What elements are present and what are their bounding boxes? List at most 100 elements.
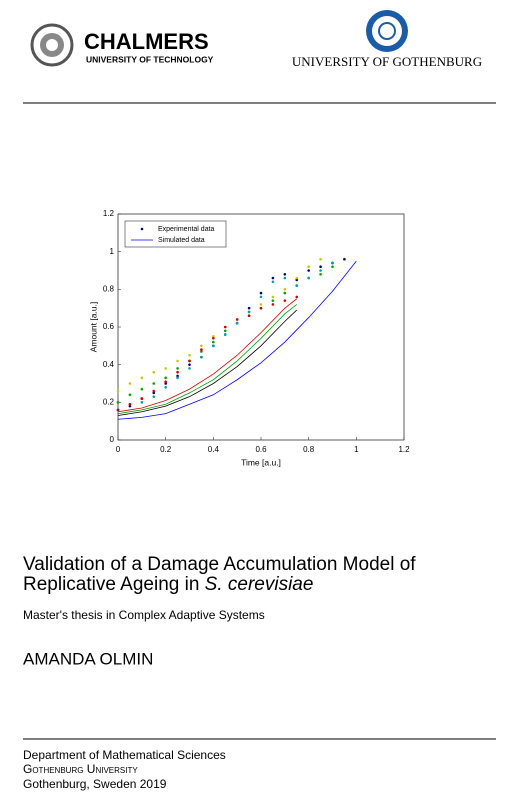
data-point (164, 385, 167, 389)
data-point (235, 321, 239, 325)
data-point (247, 310, 251, 314)
data-point (307, 276, 310, 280)
data-point (271, 303, 275, 306)
data-point (283, 291, 287, 295)
data-point (307, 265, 310, 269)
data-point (152, 370, 156, 374)
data-point (283, 272, 287, 276)
data-point (200, 355, 203, 359)
data-point (200, 348, 203, 351)
x-tick-label: 0.4 (208, 445, 220, 454)
data-point (259, 291, 263, 295)
data-point (128, 393, 132, 397)
y-tick-label: 1 (110, 247, 115, 256)
data-point (331, 261, 334, 265)
y-tick-label: 0.8 (103, 284, 115, 293)
data-point (331, 265, 334, 269)
data-point (212, 344, 215, 348)
data-point (164, 380, 167, 383)
data-point (200, 344, 203, 348)
data-point (295, 295, 299, 299)
simulated-line (117, 298, 297, 413)
data-point (176, 370, 179, 374)
logo-name: UNIVERSITY OF GOTHENBURG (292, 54, 482, 69)
data-point (212, 337, 215, 340)
data-point (140, 387, 144, 391)
data-point (295, 276, 299, 280)
data-point (188, 359, 191, 363)
plot-area (117, 213, 405, 441)
x-tick-label: 0.6 (255, 445, 267, 454)
y-axis-label: Amount [a.u.] (88, 302, 98, 353)
data-point (140, 401, 144, 404)
data-point (319, 265, 322, 269)
simulated-line (117, 309, 298, 416)
data-point (271, 295, 275, 299)
data-point (200, 350, 203, 353)
logo-subtitle: UNIVERSITY OF TECHNOLOGY (86, 54, 214, 64)
data-point (295, 284, 299, 287)
legend-swatch (140, 227, 144, 231)
species: S. cerevisiae (205, 574, 314, 595)
y-tick-label: 0.6 (103, 322, 115, 331)
x-tick-label: 0 (116, 445, 121, 454)
data-point (152, 391, 156, 395)
data-point (223, 333, 227, 336)
data-point (128, 382, 132, 385)
data-point (271, 280, 275, 284)
data-point (283, 288, 287, 291)
data-point (343, 257, 346, 261)
data-point (259, 295, 263, 299)
legend-label: Experimental data (158, 226, 215, 233)
data-point (295, 278, 299, 282)
data-point (188, 363, 191, 366)
university: Gothenburg University (23, 762, 138, 776)
x-tick-label: 0.2 (160, 445, 172, 454)
author: AMANDA OLMIN (23, 649, 153, 668)
data-point (283, 276, 287, 280)
data-point (235, 318, 239, 321)
x-axis-label: Time [a.u.] (241, 457, 281, 467)
data-point (176, 359, 179, 363)
data-point (176, 376, 179, 380)
data-point (212, 335, 215, 338)
data-point (116, 408, 120, 412)
subtitle: Master's thesis in Complex Adaptive Syst… (23, 608, 265, 622)
gothenburg-emblem (366, 10, 408, 52)
data-point (152, 382, 156, 385)
chalmers-logo (30, 23, 74, 67)
data-point (152, 395, 156, 398)
data-point (116, 389, 120, 393)
data-point (164, 367, 167, 370)
data-point (307, 269, 310, 272)
data-point (319, 269, 322, 272)
title-line: Replicative Ageing in S. cerevisiae (23, 574, 313, 595)
data-point (140, 397, 144, 400)
logo-name: CHALMERS (84, 29, 209, 54)
data-point (176, 367, 179, 370)
y-tick-label: 0 (110, 435, 115, 444)
legend-label: Simulated data (158, 237, 205, 244)
data-point (116, 401, 120, 404)
y-tick-label: 1.2 (103, 209, 115, 218)
y-tick-label: 0.2 (103, 397, 115, 406)
legend-box (124, 220, 227, 248)
data-point (319, 257, 322, 261)
data-point (212, 340, 215, 344)
data-point (128, 402, 132, 406)
data-point (164, 382, 167, 385)
data-point (271, 299, 275, 302)
x-tick-label: 0.8 (303, 445, 315, 454)
data-point (223, 325, 227, 329)
data-point (319, 272, 322, 276)
data-point (164, 376, 167, 380)
department: Department of Mathematical Sciences (23, 748, 226, 762)
data-point (140, 376, 144, 380)
title-text: Replicative Ageing in (23, 574, 199, 595)
data-point (152, 389, 156, 393)
data-point (247, 314, 251, 318)
data-point (128, 404, 132, 408)
data-point (283, 299, 287, 302)
